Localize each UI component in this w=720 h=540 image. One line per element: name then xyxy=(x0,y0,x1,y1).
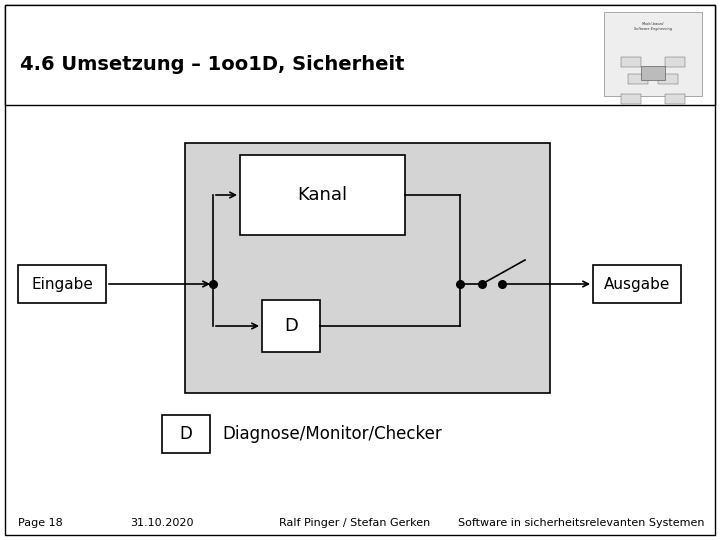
Bar xyxy=(665,57,685,67)
Text: Page 18: Page 18 xyxy=(18,518,63,528)
Bar xyxy=(162,415,210,453)
Text: Model-based
Software Engineering: Model-based Software Engineering xyxy=(634,22,672,31)
Text: Eingabe: Eingabe xyxy=(31,276,93,292)
Bar xyxy=(604,12,702,96)
Bar xyxy=(262,300,320,352)
Bar xyxy=(18,265,106,303)
Text: Diagnose/Monitor/Checker: Diagnose/Monitor/Checker xyxy=(222,425,442,443)
Text: Ralf Pinger / Stefan Gerken: Ralf Pinger / Stefan Gerken xyxy=(279,518,431,528)
Bar xyxy=(641,66,665,80)
Text: D: D xyxy=(284,317,298,335)
Bar xyxy=(5,5,715,105)
Bar xyxy=(621,94,641,104)
Bar xyxy=(665,94,685,104)
Bar xyxy=(628,74,648,84)
Bar xyxy=(593,265,681,303)
Text: D: D xyxy=(179,425,192,443)
Text: 31.10.2020: 31.10.2020 xyxy=(130,518,194,528)
Bar xyxy=(621,57,641,67)
Text: Ausgabe: Ausgabe xyxy=(604,276,670,292)
Text: Kanal: Kanal xyxy=(297,186,348,204)
Bar xyxy=(185,143,550,393)
Bar xyxy=(658,74,678,84)
Text: 4.6 Umsetzung – 1oo1D, Sicherheit: 4.6 Umsetzung – 1oo1D, Sicherheit xyxy=(20,56,405,75)
Bar xyxy=(240,155,405,235)
Text: Software in sicherheitsrelevanten Systemen: Software in sicherheitsrelevanten System… xyxy=(459,518,705,528)
